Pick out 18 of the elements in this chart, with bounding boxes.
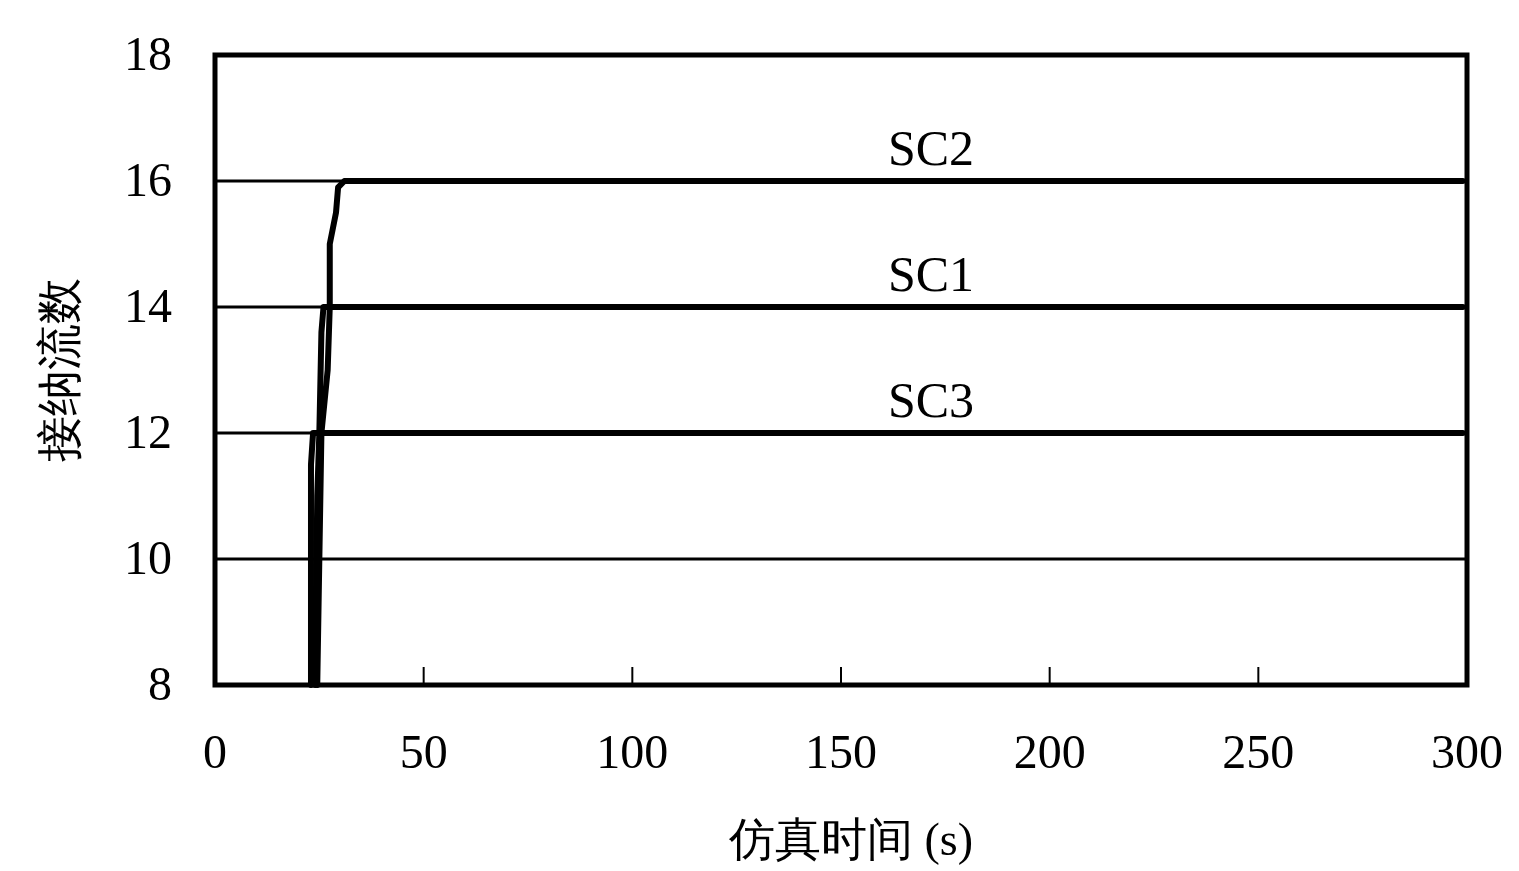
x-tick-label: 0 <box>203 725 227 778</box>
x-axis-title: 仿真时间 (s) <box>727 814 974 865</box>
y-tick-label: 14 <box>124 279 172 332</box>
x-tick-label: 150 <box>805 725 877 778</box>
y-tick-label: 16 <box>124 153 172 206</box>
x-tick-label: 200 <box>1013 725 1086 778</box>
series-label: SC2 <box>887 120 975 176</box>
y-tick-label: 8 <box>148 657 172 710</box>
y-tick-label: 10 <box>124 531 172 584</box>
y-tick-label: 12 <box>124 405 172 458</box>
x-tick-label: 100 <box>596 725 669 778</box>
series-label: SC1 <box>887 246 975 302</box>
y-axis-title: 接纳流数 <box>34 278 85 462</box>
y-tick-label: 18 <box>124 27 172 80</box>
x-tick-label: 250 <box>1222 725 1295 778</box>
x-tick-label: 300 <box>1431 725 1503 778</box>
x-tick-label: 50 <box>399 725 448 778</box>
series-label: SC3 <box>887 372 975 428</box>
